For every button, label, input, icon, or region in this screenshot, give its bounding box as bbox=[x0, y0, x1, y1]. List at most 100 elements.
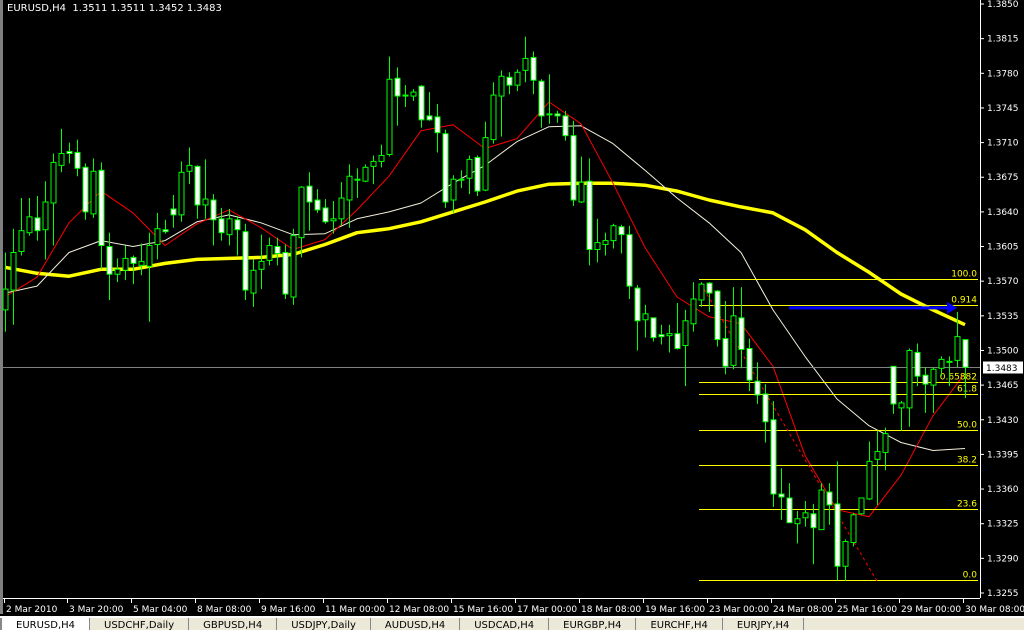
candle-body bbox=[578, 181, 585, 203]
candle bbox=[642, 304, 649, 338]
candle bbox=[290, 228, 297, 305]
candle bbox=[778, 468, 785, 520]
candle bbox=[458, 170, 465, 189]
candle-body bbox=[394, 77, 401, 97]
candle bbox=[658, 324, 665, 345]
chart-left-border bbox=[0, 0, 3, 614]
chart-tab[interactable]: AUDUSD,H4 bbox=[371, 618, 461, 630]
candle bbox=[50, 153, 57, 246]
candle bbox=[586, 158, 593, 266]
time-axis-label: 17 Mar 00:00 bbox=[517, 605, 577, 615]
candle-body bbox=[106, 246, 113, 275]
candle-body bbox=[154, 228, 161, 246]
candle bbox=[722, 300, 729, 375]
candle bbox=[370, 155, 377, 185]
time-axis-label: 11 Mar 00:00 bbox=[325, 605, 385, 615]
candle bbox=[914, 343, 921, 387]
price-axis-label: 1.3640 bbox=[987, 208, 1019, 218]
time-axis-label: 24 Mar 08:00 bbox=[773, 605, 833, 615]
candle bbox=[306, 172, 313, 231]
chart-tab[interactable]: USDCHF,Daily bbox=[90, 618, 190, 630]
candle-body bbox=[722, 338, 729, 367]
candle bbox=[666, 324, 673, 353]
candle-body bbox=[650, 317, 657, 339]
candle bbox=[130, 255, 137, 285]
chart-tab[interactable]: GBPUSD,H4 bbox=[189, 618, 278, 630]
candle bbox=[714, 290, 721, 347]
candle-body bbox=[634, 287, 641, 322]
candle bbox=[202, 159, 209, 219]
candle bbox=[826, 483, 833, 525]
candle bbox=[786, 483, 793, 524]
candle-body bbox=[586, 180, 593, 250]
candle-body bbox=[938, 358, 945, 369]
candle-body bbox=[538, 80, 545, 117]
candle-body bbox=[730, 315, 737, 366]
chart-tab[interactable]: EURUSD,H4 bbox=[0, 618, 91, 630]
candle bbox=[962, 339, 969, 398]
price-axis-label: 1.3395 bbox=[987, 450, 1019, 460]
current-price-box bbox=[983, 361, 1023, 374]
candle bbox=[418, 85, 425, 128]
chart-tab[interactable]: EURGBP,H4 bbox=[549, 618, 637, 630]
candle bbox=[850, 512, 857, 547]
candle bbox=[474, 155, 481, 197]
candle bbox=[322, 199, 329, 224]
candle-body bbox=[346, 175, 353, 201]
candle bbox=[226, 208, 233, 246]
price-axis-label: 1.3710 bbox=[987, 139, 1019, 149]
candle-body bbox=[602, 240, 609, 246]
candle bbox=[266, 237, 273, 266]
candle-body bbox=[450, 178, 457, 201]
candle bbox=[938, 356, 945, 377]
candle-body bbox=[642, 313, 649, 321]
candle bbox=[426, 92, 433, 121]
time-axis-label: 3 Mar 20:00 bbox=[69, 605, 124, 615]
candle bbox=[450, 175, 457, 213]
chart-tab[interactable]: EURCHF,H4 bbox=[636, 618, 723, 630]
candle-body bbox=[866, 460, 873, 500]
candle bbox=[330, 200, 337, 234]
candle-body bbox=[850, 514, 857, 544]
candle bbox=[82, 163, 89, 220]
time-axis-label: 23 Mar 00:00 bbox=[709, 605, 769, 615]
candle-body bbox=[10, 251, 17, 291]
candle-body bbox=[482, 137, 489, 191]
candle-body bbox=[314, 199, 321, 211]
candle bbox=[498, 70, 505, 137]
candle bbox=[402, 85, 409, 107]
candle bbox=[522, 36, 529, 83]
candle bbox=[650, 317, 657, 342]
candle bbox=[442, 129, 449, 208]
chart-tab[interactable]: USDJPY,Daily bbox=[277, 618, 371, 630]
candle bbox=[298, 186, 305, 258]
candle bbox=[626, 225, 633, 299]
candle-body bbox=[194, 165, 201, 206]
candle-body bbox=[842, 541, 849, 567]
candle-body bbox=[266, 245, 273, 261]
candle-body bbox=[42, 201, 49, 231]
candle bbox=[354, 168, 361, 199]
candle-body bbox=[506, 76, 513, 86]
candle-body bbox=[162, 229, 169, 233]
price-axis-label: 1.3500 bbox=[987, 346, 1019, 356]
chart-tab[interactable]: USDCAD,H4 bbox=[460, 618, 550, 630]
candle-body bbox=[114, 268, 121, 275]
candle bbox=[162, 219, 169, 234]
candle-body bbox=[682, 320, 689, 347]
candle bbox=[490, 82, 497, 144]
candle-body bbox=[530, 56, 537, 81]
time-axis-label: 25 Mar 16:00 bbox=[837, 605, 897, 615]
candle bbox=[634, 285, 641, 351]
chart-tab[interactable]: EURJPY,H4 bbox=[723, 618, 805, 630]
candle-body bbox=[890, 365, 897, 405]
candle-body bbox=[306, 185, 313, 203]
candle-body bbox=[474, 156, 481, 192]
candle bbox=[90, 158, 97, 218]
candle bbox=[58, 128, 65, 173]
moving-average-slow-line bbox=[4, 181, 966, 327]
candle-body bbox=[282, 251, 289, 295]
candle bbox=[250, 259, 257, 307]
